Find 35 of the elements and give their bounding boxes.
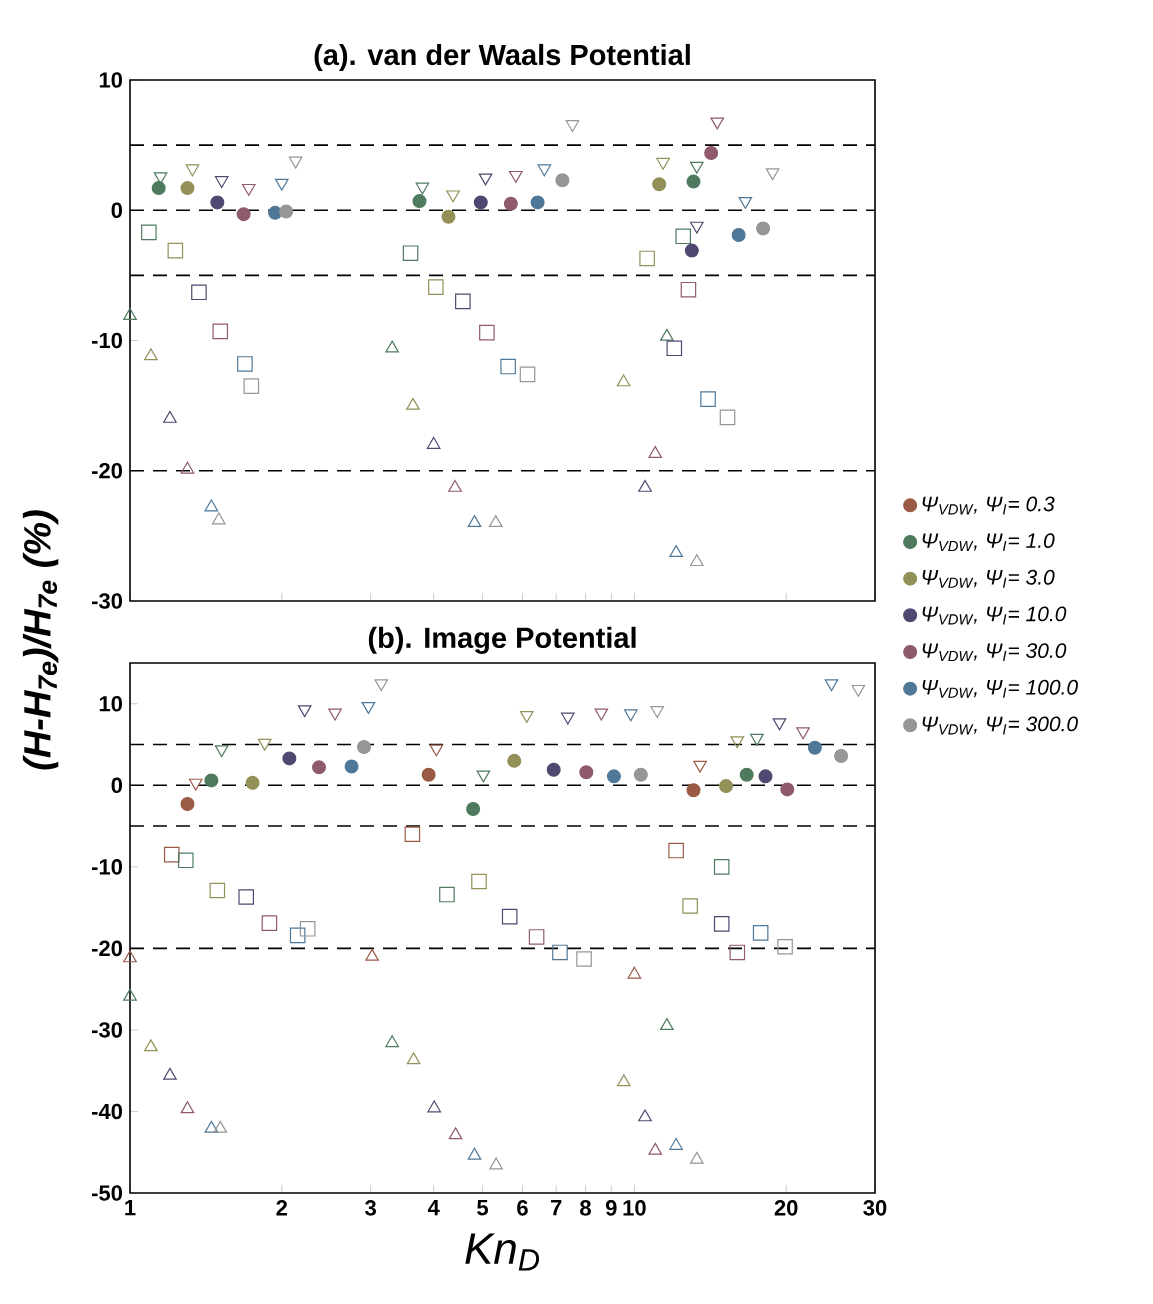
y-tick-label: -10 bbox=[91, 332, 123, 349]
legend-label: Ψ$_{VDW}$, Ψ$_{I}$= 10.0 bbox=[922, 606, 1067, 625]
x-axis-title: Kn$_{D}$ bbox=[465, 1233, 540, 1271]
x-tick-label: 20 bbox=[774, 1200, 798, 1216]
legend-label: Ψ$_{VDW}$, Ψ$_{I}$= 0.3 bbox=[922, 496, 1055, 515]
legend-label: Ψ$_{VDW}$, Ψ$_{I}$= 300.0 bbox=[922, 716, 1078, 735]
y-tick-label: -20 bbox=[91, 940, 123, 957]
legend-label: Ψ$_{VDW}$, Ψ$_{I}$= 3.0 bbox=[922, 569, 1055, 588]
x-tick-label: 7 bbox=[551, 1200, 562, 1216]
x-tick-label: 4 bbox=[427, 1200, 440, 1216]
legend-label: Ψ$_{VDW}$, Ψ$_{I}$= 100.0 bbox=[922, 679, 1078, 698]
y-tick-label: -30 bbox=[91, 1022, 123, 1038]
x-tick-label: 2 bbox=[276, 1200, 288, 1216]
legend-label: Ψ$_{VDW}$, Ψ$_{I}$= 30.0 bbox=[922, 643, 1067, 662]
x-tick-label: 8 bbox=[580, 1200, 591, 1216]
x-tick-label: 6 bbox=[517, 1200, 528, 1216]
y-tick-label: 0 bbox=[111, 777, 123, 794]
x-tick-label: 3 bbox=[365, 1200, 376, 1216]
y-tick-label: 0 bbox=[111, 202, 123, 219]
y-tick-label: -40 bbox=[91, 1103, 123, 1120]
x-tick-label: 5 bbox=[477, 1200, 489, 1216]
x-tick-label: 9 bbox=[605, 1200, 617, 1216]
y-tick-label: -20 bbox=[91, 462, 123, 479]
y-tick-label: 10 bbox=[99, 696, 123, 712]
legend-label: Ψ$_{VDW}$, Ψ$_{I}$= 1.0 bbox=[922, 533, 1055, 552]
chart-title: (b). Image Potential bbox=[368, 626, 636, 654]
chart-title: (a). van der Waals Potential bbox=[314, 43, 690, 71]
y-tick-label: -10 bbox=[91, 859, 123, 875]
y-axis-title: (H-H$_{7e}$)/H$_{7e}$ (%) bbox=[22, 510, 59, 770]
x-tick-label: 1 bbox=[125, 1200, 136, 1216]
y-tick-label: -30 bbox=[91, 593, 123, 609]
x-tick-label: 10 bbox=[623, 1200, 646, 1216]
y-tick-label: -50 bbox=[91, 1185, 123, 1201]
y-tick-label: 10 bbox=[99, 72, 123, 88]
x-tick-label: 30 bbox=[863, 1200, 887, 1216]
